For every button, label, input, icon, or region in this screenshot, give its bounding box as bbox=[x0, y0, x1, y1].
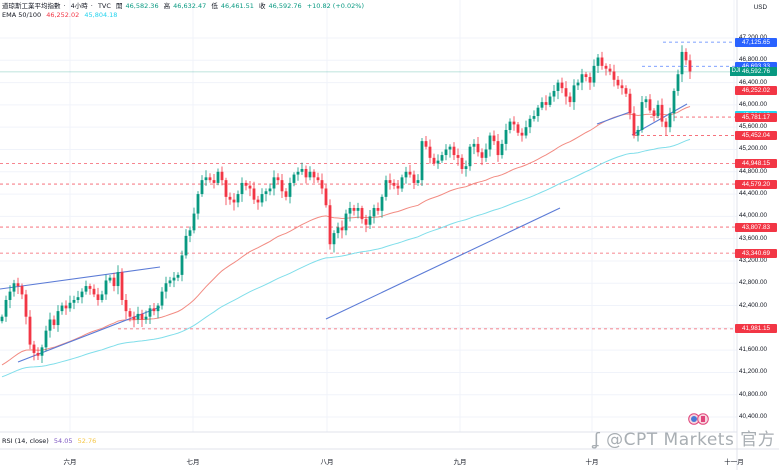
price-tag: 47,125.65 bbox=[735, 37, 777, 47]
interval: 4小時 bbox=[70, 2, 88, 10]
price-tag: 43,807.83 bbox=[735, 222, 777, 232]
price-tick: 46,800.00 bbox=[738, 56, 767, 64]
ema-legend[interactable]: EMA 50/100 46,252.02 45,804.18 bbox=[2, 11, 120, 20]
data-source: TVC bbox=[97, 2, 111, 10]
symbol-legend: 道琼斯工業平均指數 · 4小時 · TVC 開 46,582.36 高 46,632.4… bbox=[2, 2, 364, 10]
price-tick: 46,000.00 bbox=[738, 100, 767, 108]
symbol-name[interactable]: 道琼斯工業平均指數 bbox=[2, 2, 61, 10]
rsi-value: 54.05 bbox=[53, 437, 73, 445]
price-tick: 42,400.00 bbox=[738, 301, 767, 309]
ema50-line bbox=[1, 106, 691, 366]
price-tick: 42,800.00 bbox=[738, 279, 767, 287]
watermark: ʆ @CPT Markets 官方 bbox=[594, 425, 775, 450]
time-tick: 十一月 bbox=[724, 458, 744, 466]
horizontal-levels bbox=[0, 41, 737, 330]
high-label: 高 bbox=[163, 2, 171, 10]
low-value: 46,461.51 bbox=[220, 2, 254, 10]
weibo-icon: ʆ bbox=[594, 430, 601, 450]
price-tag: 41,981.15 bbox=[735, 324, 777, 334]
close-label: 收 bbox=[259, 2, 266, 10]
time-tick: 八月 bbox=[320, 458, 334, 466]
price-tick: 41,200.00 bbox=[738, 368, 767, 376]
price-tick: 46,400.00 bbox=[738, 78, 767, 86]
price-tick: 45,200.00 bbox=[738, 145, 767, 153]
time-tick: 六月 bbox=[63, 458, 77, 466]
price-tag: 44,579.20 bbox=[735, 179, 777, 189]
price-tick: 40,400.00 bbox=[738, 413, 767, 421]
open-value: 46,582.36 bbox=[125, 2, 159, 10]
price-tag: 44,948.15 bbox=[735, 159, 777, 169]
price-tick: 43,200.00 bbox=[738, 256, 767, 264]
price-tag: 45,781.17 bbox=[735, 112, 777, 122]
rsi-legend[interactable]: RSI (14, close) 54.05 52.76 bbox=[2, 437, 99, 446]
open-label: 開 bbox=[116, 2, 123, 10]
grid-lines bbox=[0, 0, 737, 432]
price-tick: 40,800.00 bbox=[738, 390, 767, 398]
currency-label[interactable]: USD bbox=[753, 4, 767, 11]
price-tick: 44,400.00 bbox=[738, 190, 767, 198]
price-tick: 45,600.00 bbox=[738, 123, 767, 131]
price-tag: 45,452.04 bbox=[735, 130, 777, 140]
price-tick: 43,600.00 bbox=[738, 234, 767, 242]
low-label: 低 bbox=[211, 2, 218, 10]
rsi-ma-value: 52.76 bbox=[77, 437, 97, 445]
symbol-tag: DJI bbox=[730, 67, 742, 77]
price-tick: 44,000.00 bbox=[738, 212, 767, 220]
ema100-line bbox=[1, 138, 691, 378]
time-tick: 十月 bbox=[585, 458, 599, 466]
rsi-label: RSI (14, close) bbox=[2, 437, 49, 445]
high-value: 46,632.47 bbox=[173, 2, 207, 10]
price-tick: 44,800.00 bbox=[738, 167, 767, 175]
trendlines[interactable] bbox=[0, 103, 688, 363]
ema100-value: 45,804.18 bbox=[84, 11, 118, 19]
time-tick: 七月 bbox=[186, 458, 200, 466]
candlesticks bbox=[0, 45, 692, 363]
close-value: 46,592.76 bbox=[268, 2, 302, 10]
time-tick: 九月 bbox=[453, 458, 467, 466]
flag-badge-icon bbox=[688, 413, 709, 425]
price-tag: 43,340.69 bbox=[735, 248, 777, 258]
price-tick: 47,200.00 bbox=[707, 34, 767, 41]
ema50-value: 46,252.02 bbox=[46, 11, 80, 19]
ema-label: EMA 50/100 bbox=[2, 11, 42, 19]
price-tick: 41,600.00 bbox=[738, 346, 767, 354]
price-tag: 46,592.76 bbox=[735, 67, 777, 77]
watermark-text: @CPT Markets 官方 bbox=[606, 430, 776, 450]
change-value: +10.82 (+0.02%) bbox=[306, 2, 364, 10]
price-tag: 46,693.33 bbox=[735, 61, 777, 71]
price-tag: 46,252.02 bbox=[735, 86, 777, 96]
